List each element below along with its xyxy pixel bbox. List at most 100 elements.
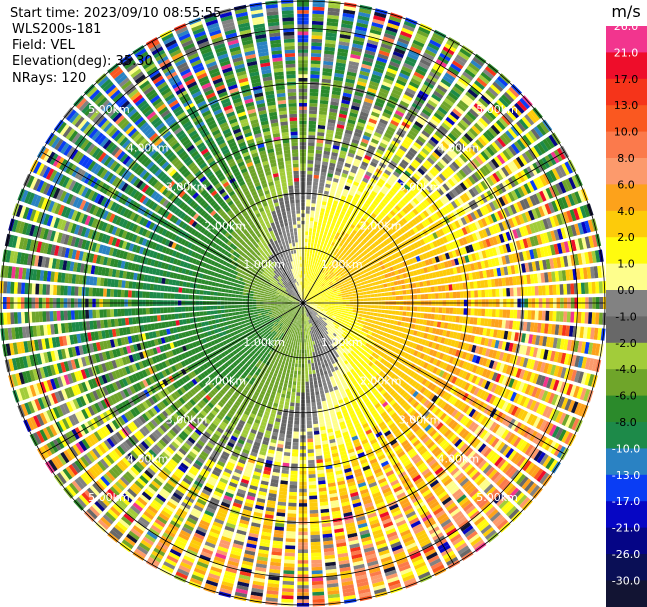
velocity-gate — [347, 175, 355, 181]
velocity-gate — [363, 202, 370, 209]
velocity-gate — [305, 298, 309, 301]
velocity-gate — [317, 266, 320, 271]
velocity-gate — [434, 130, 444, 140]
velocity-gate — [331, 94, 341, 99]
velocity-gate — [311, 279, 314, 284]
velocity-gate — [486, 109, 497, 120]
velocity-gate — [457, 121, 467, 131]
velocity-gate — [307, 152, 314, 157]
velocity-gate — [330, 101, 339, 106]
velocity-gate — [367, 233, 373, 239]
velocity-gate — [431, 93, 442, 102]
velocity-gate — [381, 309, 386, 314]
velocity-gate — [406, 133, 416, 141]
velocity-gate — [403, 139, 412, 147]
velocity-gate — [401, 173, 409, 180]
velocity-gate — [309, 291, 313, 295]
velocity-gate — [452, 86, 463, 96]
velocity-gate — [484, 289, 489, 298]
velocity-gate — [317, 128, 325, 133]
velocity-gate — [318, 365, 322, 370]
velocity-gate — [389, 219, 395, 226]
velocity-gate — [412, 39, 425, 48]
velocity-gate — [312, 17, 324, 22]
velocity-gate — [401, 186, 409, 194]
velocity-gate — [306, 285, 308, 289]
velocity-gate — [394, 110, 405, 118]
velocity-gate — [308, 120, 317, 125]
velocity-gate — [394, 82, 405, 90]
velocity-gate — [331, 222, 336, 227]
velocity-gate — [306, 260, 309, 264]
velocity-gate — [480, 94, 492, 105]
velocity-gate — [317, 350, 321, 355]
velocity-gate — [322, 234, 327, 239]
velocity-gate — [334, 171, 341, 176]
velocity-gate — [339, 34, 351, 40]
velocity-gate — [434, 163, 443, 172]
velocity-gate — [316, 347, 320, 352]
velocity-gate — [382, 217, 389, 224]
velocity-gate — [464, 113, 475, 124]
velocity-gate — [372, 200, 379, 207]
velocity-gate — [316, 146, 323, 151]
velocity-gate — [374, 309, 378, 313]
velocity-gate — [330, 233, 335, 239]
velocity-gate — [358, 74, 369, 80]
velocity-gate — [442, 75, 454, 85]
velocity-gate — [438, 292, 443, 299]
velocity-gate — [316, 398, 321, 403]
velocity-gate — [379, 87, 390, 95]
velocity-gate — [395, 151, 404, 158]
velocity-gate — [382, 36, 395, 44]
velocity-gate — [305, 267, 308, 271]
velocity-gate — [447, 178, 456, 187]
velocity-gate — [413, 306, 418, 312]
velocity-gate — [435, 87, 446, 96]
velocity-gate — [364, 97, 374, 104]
velocity-gate — [352, 135, 361, 141]
velocity-gate — [317, 405, 322, 410]
velocity-gate — [403, 170, 412, 178]
velocity-gate — [362, 104, 371, 111]
velocity-gate — [314, 239, 318, 244]
velocity-gate — [368, 215, 375, 221]
velocity-gate — [304, 263, 306, 268]
velocity-gate — [314, 286, 318, 290]
velocity-gate — [450, 130, 460, 139]
velocity-gate — [363, 174, 371, 180]
velocity-gate — [329, 191, 335, 197]
velocity-gate — [335, 208, 341, 214]
velocity-gate — [346, 178, 353, 184]
velocity-gate — [340, 195, 347, 201]
velocity-gate — [349, 145, 357, 151]
velocity-gate — [417, 193, 425, 201]
velocity-gate — [307, 294, 311, 298]
velocity-gate — [311, 42, 322, 47]
velocity-gate — [313, 174, 319, 179]
velocity-gate — [384, 314, 389, 319]
velocity-gate — [443, 119, 453, 129]
velocity-gate — [566, 311, 571, 323]
velocity-gate — [306, 395, 310, 400]
velocity-gate — [348, 60, 360, 67]
velocity-gate — [318, 275, 322, 280]
velocity-gate — [311, 45, 322, 50]
velocity-gate — [310, 206, 315, 211]
velocity-gate — [371, 22, 384, 29]
velocity-gate — [531, 286, 536, 296]
velocity-gate — [368, 144, 376, 151]
velocity-gate — [338, 41, 350, 47]
velocity-gate — [352, 229, 358, 235]
velocity-gate — [310, 279, 313, 283]
velocity-gate — [365, 287, 370, 291]
velocity-gate — [308, 135, 316, 139]
velocity-gate — [420, 190, 428, 198]
velocity-gate — [402, 94, 413, 102]
velocity-gate — [367, 308, 371, 312]
velocity-gate — [355, 246, 360, 251]
velocity-gate — [435, 293, 439, 299]
velocity-gate — [315, 394, 320, 399]
velocity-gate — [304, 335, 306, 339]
velocity-gate — [314, 384, 319, 389]
